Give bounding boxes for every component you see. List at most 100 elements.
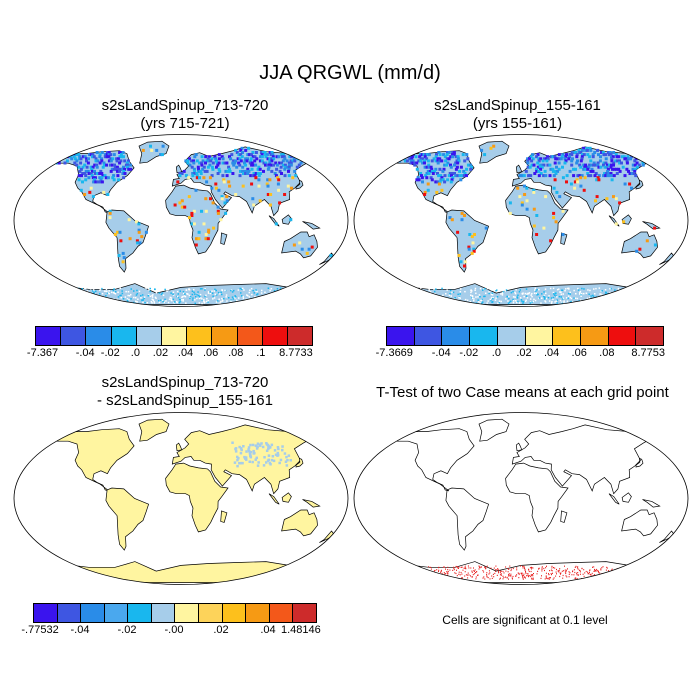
grid-cell [555,165,558,169]
grid-cell [435,288,437,290]
grid-cell [478,301,480,303]
grid-cell [604,301,607,303]
grid-cell [457,159,461,163]
grid-cell [466,157,470,161]
grid-cell [610,155,613,159]
significant-cell [529,567,531,569]
significant-cell [552,578,554,580]
grid-cell [104,300,106,303]
significant-cell [478,565,480,567]
grid-cell [234,450,238,453]
grid-cell [243,169,247,173]
significant-cell [525,572,527,575]
grid-cell [57,161,61,165]
grid-cell [573,302,575,304]
grid-cell [459,297,461,299]
grid-cell [614,222,618,226]
significant-cell [473,570,475,572]
grid-cell [293,159,297,163]
grid-cell [534,299,537,302]
grid-cell [441,287,443,290]
grid-cell [280,153,284,157]
significant-cell [453,569,455,571]
grid-cell [444,159,448,163]
grid-cell [247,169,251,173]
grid-cell [122,169,126,173]
grid-cell [155,292,158,294]
grid-cell [589,289,591,292]
grid-cell [448,172,452,175]
grid-cell [588,163,592,167]
grid-cell [609,291,611,294]
grid-cell [524,169,528,173]
grid-cell [210,165,214,169]
significant-cell [572,571,573,573]
grid-cell [546,155,550,159]
grid-cell [615,167,619,171]
grid-cell [587,174,591,178]
grid-cell [529,174,533,178]
grid-cell [536,165,540,169]
grid-cell [258,167,262,171]
grid-cell [472,247,476,251]
grid-cell [289,163,293,167]
grid-cell [239,153,243,157]
grid-cell [271,153,275,157]
grid-cell [429,291,432,293]
grid-cell [449,180,453,184]
grid-cell [577,302,580,304]
grid-cell [425,165,429,169]
grid-cell [63,161,67,165]
grid-cell [551,167,555,171]
significant-cell [562,574,564,577]
grid-cell [544,301,547,303]
grid-cell [198,176,201,180]
grid-cell [133,296,135,299]
grid-cell [423,161,426,165]
landmass-eurasia [511,424,651,495]
significant-cell [564,565,565,567]
grid-cell [434,167,438,171]
grid-cell [436,157,440,161]
grid-cell [158,292,160,294]
significant-cell [524,569,526,571]
grid-cell [434,159,438,163]
grid-cell [100,180,104,184]
grid-cell [610,159,614,163]
grid-cell [459,302,461,304]
grid-cell [523,193,527,196]
grid-cell [580,174,584,178]
grid-cell [466,299,469,302]
grid-cell [454,167,458,171]
grid-cell [516,301,518,304]
grid-cell [539,157,543,161]
grid-cell [563,161,567,165]
grid-cell [206,157,210,161]
significant-cell [486,565,488,567]
grid-cell [88,190,92,194]
landmass-south-america [445,209,490,273]
grid-cell [176,290,179,293]
grid-cell [608,151,612,154]
grid-cell [78,169,82,173]
grid-cell [97,298,99,301]
grid-cell [119,294,121,297]
grid-cell [260,442,263,445]
significant-cell [500,577,501,579]
grid-cell [217,157,221,161]
colorbar-box [553,327,581,345]
grid-cell [217,291,220,294]
grid-cell [501,294,504,296]
grid-cell [199,293,202,296]
grid-cell [261,301,263,303]
grid-cell [166,288,168,291]
grid-cell [233,289,235,292]
grid-cell [524,300,527,303]
grid-cell [564,159,568,163]
significant-cell [560,573,561,575]
significance-note: Cells are significant at 0.1 level [442,613,608,627]
grid-cell [100,176,104,180]
grid-cell [182,298,184,301]
grid-cell [209,291,211,293]
grid-cell [555,300,557,302]
